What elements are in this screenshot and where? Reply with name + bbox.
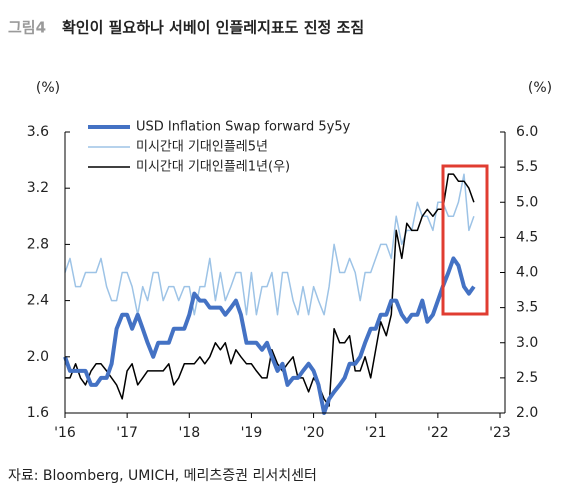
series-line: [65, 173, 475, 407]
y-tick-label: 3.6: [27, 124, 49, 140]
figure-label: 그림4: [8, 19, 46, 37]
y2-tick-label: 4.0: [516, 265, 538, 281]
legend-label: USD Inflation Swap forward 5y5y: [136, 120, 351, 135]
legend-label: 미시간대 기대인플레5년: [136, 140, 268, 155]
x-tick-label: '19: [241, 425, 263, 441]
x-tick-label: '16: [54, 425, 76, 441]
y2-tick-label: 2.0: [516, 405, 538, 421]
source: 자료: Bloomberg, UMICH, 메리츠증권 리서치센터: [8, 468, 317, 484]
y-unit: (%): [36, 80, 60, 96]
x-tick-label: '18: [178, 425, 200, 441]
y2-tick-label: 4.5: [516, 229, 538, 245]
y2-tick-label: 6.0: [516, 124, 538, 140]
y2-tick-label: 3.5: [516, 300, 538, 316]
y-tick-label: 2.0: [27, 349, 49, 365]
y-tick-label: 2.4: [27, 293, 49, 309]
y-tick-label: 1.6: [27, 405, 49, 421]
legend-label: 미시간대 기대인플레1년(우): [136, 160, 290, 175]
y2-tick-label: 5.5: [516, 159, 538, 175]
y2-tick-label: 2.5: [516, 370, 538, 386]
series-line: [63, 256, 476, 415]
x-tick-label: '22: [427, 425, 449, 441]
y-tick-label: 2.8: [27, 236, 49, 252]
x-tick-label: '20: [303, 425, 325, 441]
x-tick-label: '17: [116, 425, 138, 441]
y-tick-label: 3.2: [27, 180, 49, 196]
highlight-box: [441, 164, 489, 316]
x-tick-label: '23: [489, 425, 511, 441]
series-line: [64, 173, 475, 316]
chart-title: 확인이 필요하나 서베이 인플레지표도 진정 조짐: [62, 19, 364, 37]
y2-tick-label: 5.0: [516, 194, 538, 210]
y2-unit: (%): [528, 80, 552, 96]
y2-tick-label: 3.0: [516, 335, 538, 351]
x-tick-label: '21: [365, 425, 387, 441]
